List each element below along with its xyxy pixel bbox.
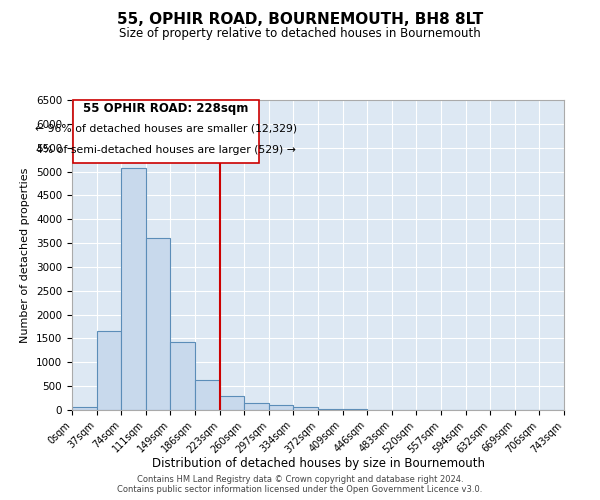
Bar (293, 408, 318, 410)
Bar (97, 332, 121, 410)
Text: Size of property relative to detached houses in Bournemouth: Size of property relative to detached ho… (119, 28, 481, 40)
Bar (195, 380, 220, 410)
Text: Contains HM Land Registry data © Crown copyright and database right 2024.: Contains HM Land Registry data © Crown c… (137, 475, 463, 484)
Bar (146, 238, 170, 410)
Bar (72, 407, 97, 410)
Bar (121, 168, 146, 410)
Bar (269, 405, 293, 410)
FancyBboxPatch shape (73, 100, 259, 163)
Text: ← 96% of detached houses are smaller (12,329): ← 96% of detached houses are smaller (12… (35, 123, 297, 133)
Text: Contains public sector information licensed under the Open Government Licence v3: Contains public sector information licen… (118, 485, 482, 494)
Bar (244, 402, 269, 410)
Text: Distribution of detached houses by size in Bournemouth: Distribution of detached houses by size … (151, 458, 485, 470)
Y-axis label: Number of detached properties: Number of detached properties (20, 168, 31, 342)
Text: 4% of semi-detached houses are larger (529) →: 4% of semi-detached houses are larger (5… (36, 145, 296, 155)
Text: 55, OPHIR ROAD, BOURNEMOUTH, BH8 8LT: 55, OPHIR ROAD, BOURNEMOUTH, BH8 8LT (117, 12, 483, 28)
Text: 55 OPHIR ROAD: 228sqm: 55 OPHIR ROAD: 228sqm (83, 102, 249, 114)
Bar (343, 409, 367, 410)
Bar (318, 408, 343, 410)
Bar (220, 396, 244, 410)
Bar (170, 342, 195, 410)
